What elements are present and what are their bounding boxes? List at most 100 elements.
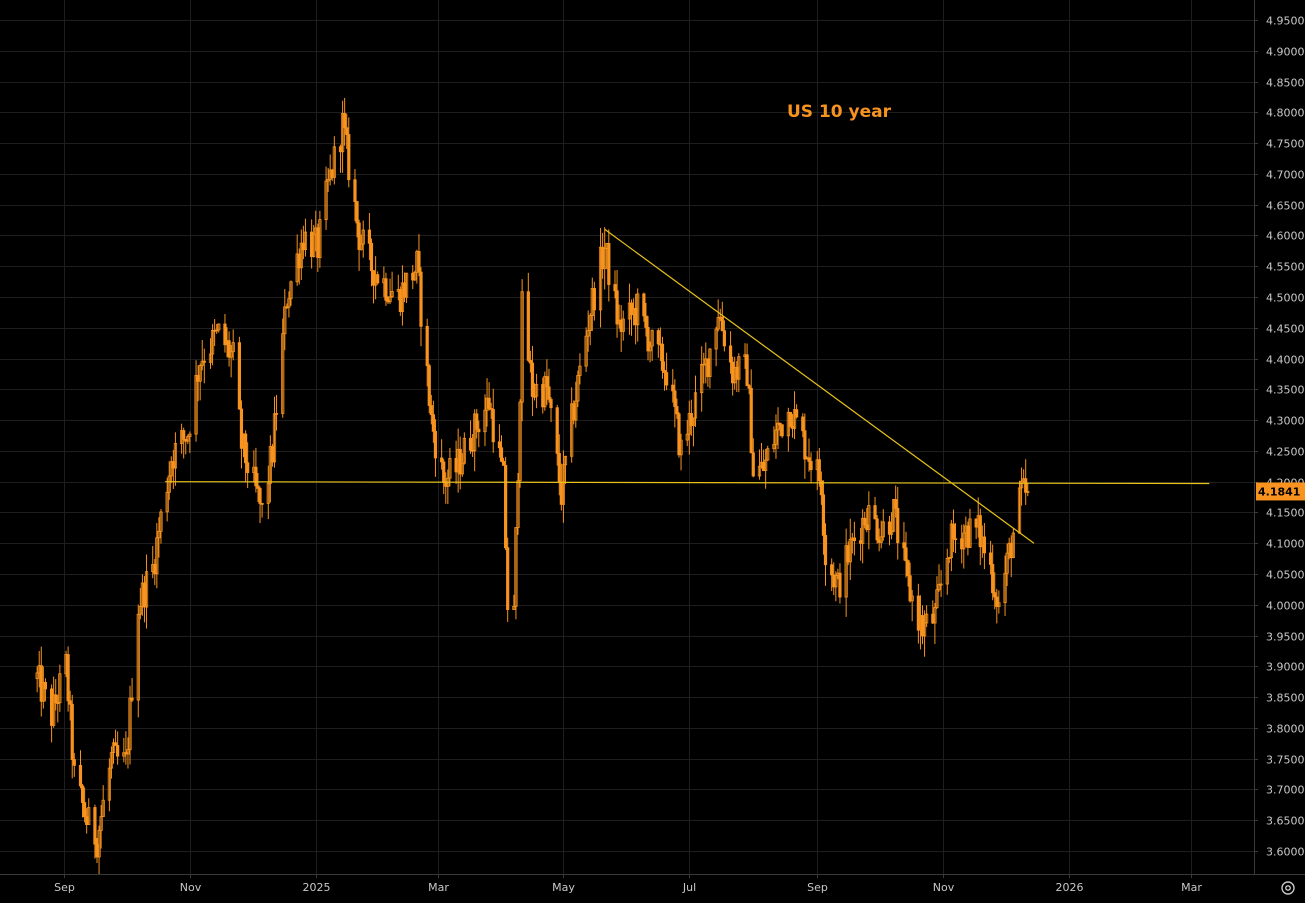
candle-body xyxy=(167,475,171,493)
candle-body xyxy=(56,702,60,705)
candle-body xyxy=(991,564,995,594)
candle-body xyxy=(122,752,126,757)
candle-body xyxy=(949,523,953,558)
candle-body xyxy=(764,459,768,471)
candle-body xyxy=(413,271,417,281)
candle-body xyxy=(588,315,592,331)
candle-body xyxy=(757,465,762,477)
chart-settings-button[interactable] xyxy=(1277,877,1299,899)
candle-body xyxy=(159,511,163,532)
candle-body xyxy=(41,681,45,702)
price-tick-label: 3.6500 xyxy=(1266,815,1305,828)
candle-body xyxy=(861,517,865,544)
candle-body xyxy=(361,229,365,245)
candle-body xyxy=(586,330,590,337)
candle-body xyxy=(766,448,770,461)
candle-body xyxy=(728,345,733,363)
candle-body xyxy=(795,409,799,418)
candle-body xyxy=(584,335,588,367)
candle-body xyxy=(889,530,894,535)
candle-body xyxy=(72,759,76,766)
candle-body xyxy=(636,293,640,326)
candle-body xyxy=(574,400,578,421)
candle-body xyxy=(745,354,749,386)
candle-body xyxy=(933,607,937,624)
price-tick-label: 4.0500 xyxy=(1266,569,1305,582)
candle-body xyxy=(613,284,617,292)
candle-body xyxy=(774,429,778,445)
candle-body xyxy=(462,437,466,464)
candle-body xyxy=(318,219,322,258)
candle-body xyxy=(78,764,83,787)
candle-body xyxy=(982,536,987,554)
candle-body xyxy=(904,547,908,562)
candle-body xyxy=(198,365,202,382)
candle-body xyxy=(916,595,920,631)
candle-body xyxy=(283,306,287,335)
trendline-support xyxy=(165,481,1210,485)
candle-body xyxy=(514,527,518,607)
candle-body xyxy=(256,485,260,489)
candle-body xyxy=(685,433,689,441)
price-tick-label: 4.2500 xyxy=(1266,446,1305,459)
candle-body xyxy=(772,443,776,450)
candle-body xyxy=(642,293,646,317)
candle-body xyxy=(557,452,561,483)
candle-body xyxy=(324,180,328,221)
time-axis[interactable]: Sep Nov 2025 Mar May Jul Sep Nov 2026 Mar xyxy=(0,874,1305,894)
candle-body xyxy=(995,596,999,607)
candle-body xyxy=(520,291,524,403)
candle-body xyxy=(691,417,696,426)
candle-body xyxy=(268,446,272,484)
candle-body xyxy=(1011,532,1015,559)
candle-body xyxy=(489,407,493,410)
candle-body xyxy=(340,113,345,153)
candle-body xyxy=(530,362,535,397)
price-tick-label: 4.5500 xyxy=(1266,261,1305,274)
candle-body xyxy=(97,829,101,858)
candle-body xyxy=(993,592,997,598)
price-tick-label: 4.1000 xyxy=(1266,538,1305,551)
candle-body xyxy=(671,384,675,392)
candle-body xyxy=(200,360,204,366)
candle-body xyxy=(598,246,603,311)
candle-body xyxy=(483,409,487,433)
candle-body xyxy=(887,521,892,535)
price-tick-label: 4.7000 xyxy=(1266,169,1305,182)
candle-body xyxy=(664,372,669,386)
candle-body xyxy=(714,328,718,350)
candle-body xyxy=(603,248,607,270)
candle-body xyxy=(477,428,481,433)
last-price-label: 4.1841 xyxy=(1258,485,1300,498)
candle-body xyxy=(716,317,720,330)
candle-body xyxy=(109,752,114,769)
candle-body xyxy=(231,342,235,353)
candle-body xyxy=(892,499,896,532)
candle-body xyxy=(359,243,363,250)
candle-body xyxy=(128,697,132,750)
candle-body xyxy=(747,385,751,389)
candle-body xyxy=(357,222,361,250)
candles xyxy=(35,97,1030,875)
candle-body xyxy=(644,315,648,328)
price-tick-label: 4.6000 xyxy=(1266,230,1305,243)
candle-body xyxy=(518,401,522,482)
time-tick-label: Jul xyxy=(682,881,696,894)
candle-body xyxy=(792,409,797,429)
candle-body xyxy=(258,488,262,504)
candle-body xyxy=(376,274,380,284)
candle-body xyxy=(299,242,303,269)
candle-body xyxy=(113,742,118,746)
candle-body xyxy=(287,298,291,308)
price-axis[interactable]: 4.9500 4.9000 4.8500 4.8000 4.7500 4.7000 4.65… xyxy=(1254,0,1305,874)
candle-body xyxy=(951,523,956,540)
candle-body xyxy=(867,505,871,530)
candle-body xyxy=(528,359,532,364)
candle-body xyxy=(116,745,120,757)
candle-body xyxy=(662,370,667,373)
candle-body xyxy=(925,613,929,624)
candle-body xyxy=(953,538,958,541)
candle-body xyxy=(650,330,654,347)
